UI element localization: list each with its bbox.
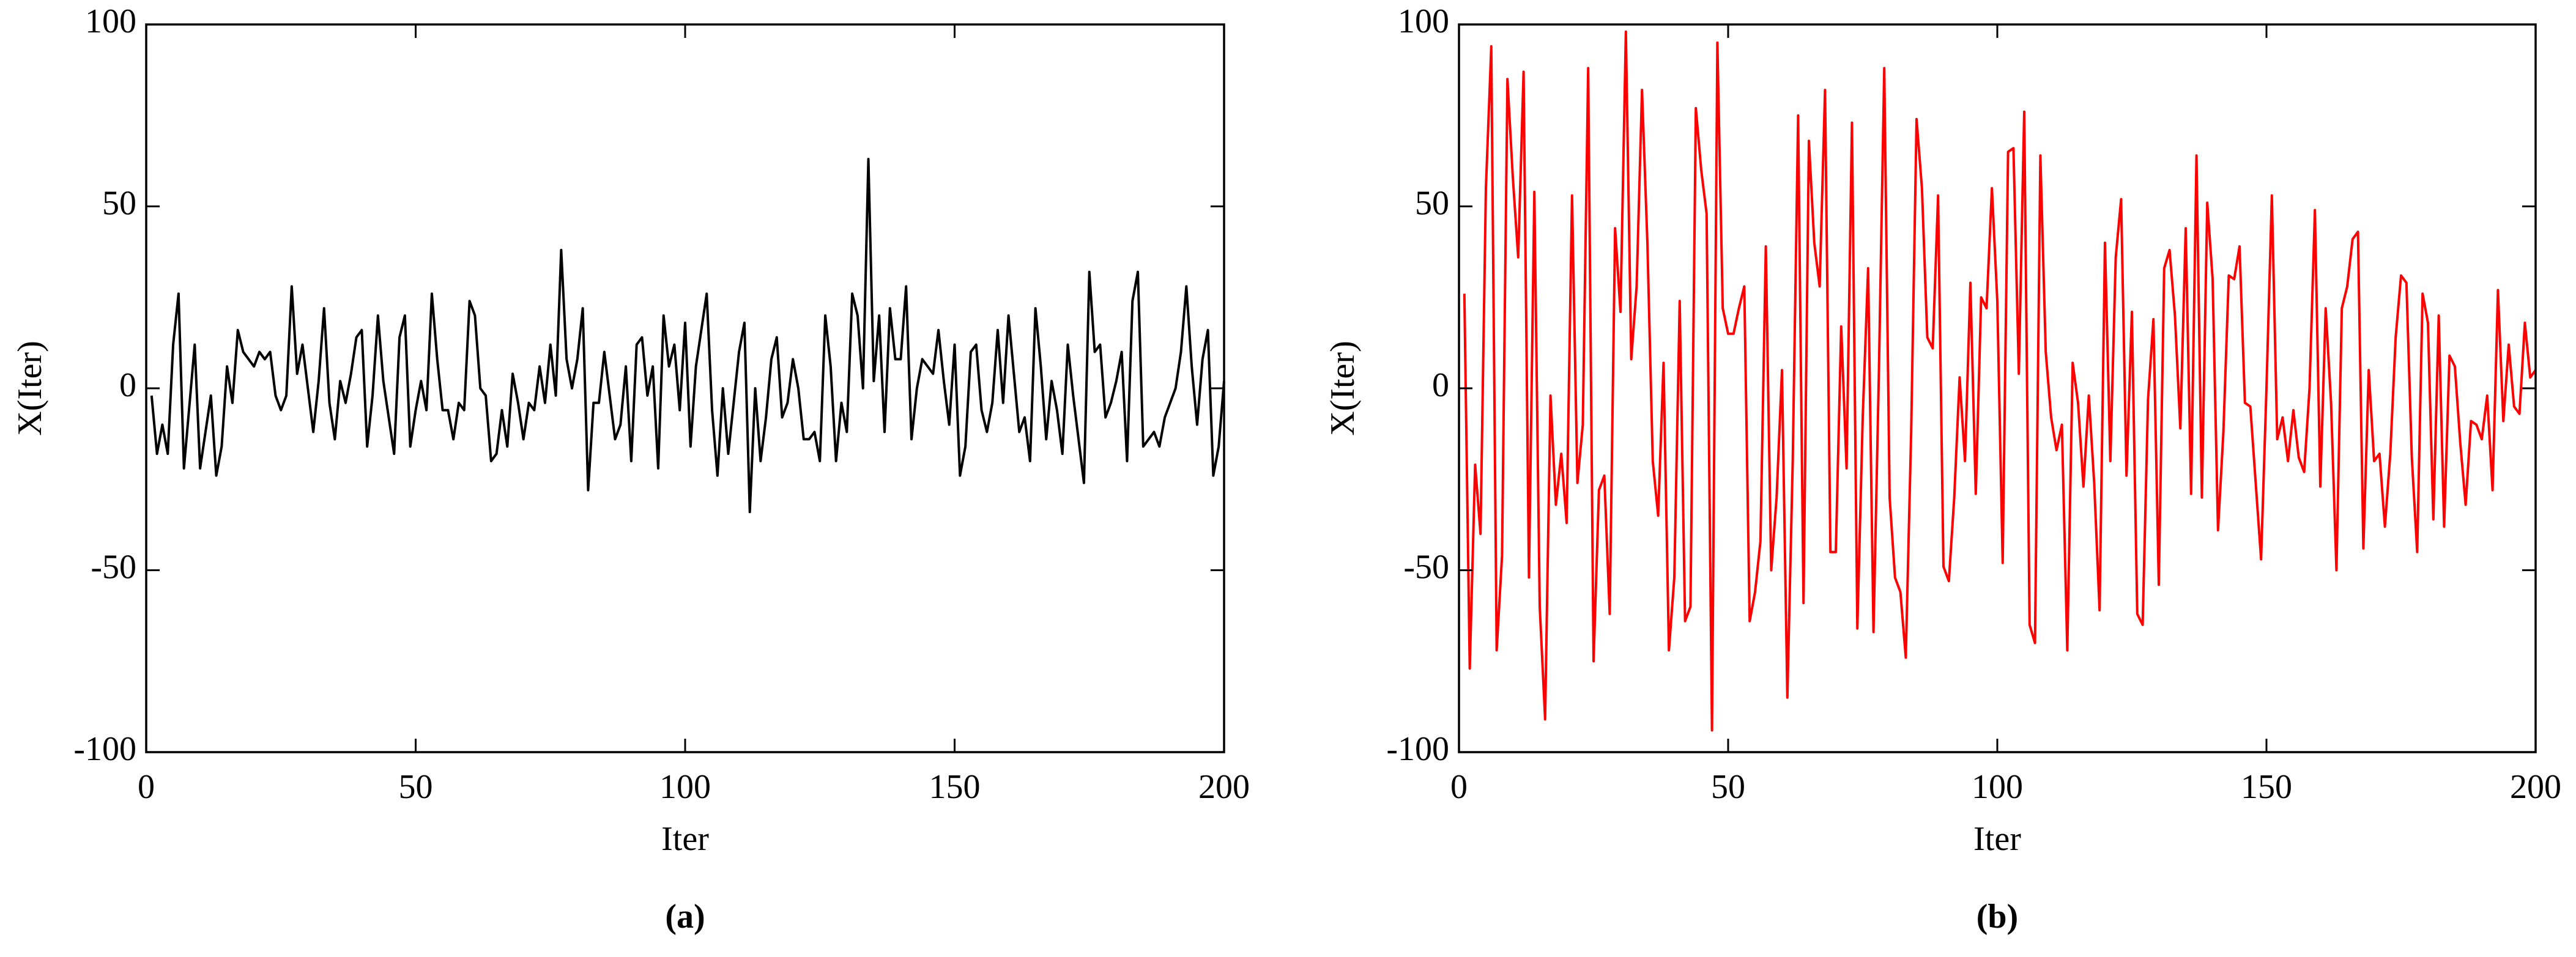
- y-axis-label: X(Iter): [11, 341, 49, 435]
- y-tick-label: -50: [91, 548, 136, 586]
- x-tick-label: 100: [1972, 768, 2023, 806]
- panel-caption: (b): [1977, 898, 2018, 936]
- x-tick-label: 0: [138, 768, 155, 806]
- y-tick-label: 100: [1398, 2, 1449, 40]
- x-tick-label: 0: [1450, 768, 1468, 806]
- y-tick-label: 50: [1415, 184, 1449, 222]
- y-tick-label: -100: [73, 730, 136, 768]
- x-axis-label: Iter: [1973, 820, 2021, 858]
- x-tick-label: 200: [2510, 768, 2561, 806]
- x-tick-label: 150: [929, 768, 981, 806]
- y-tick-label: 0: [1432, 366, 1449, 404]
- x-axis-label: Iter: [661, 820, 709, 858]
- y-tick-label: 50: [102, 184, 136, 222]
- y-tick-label: -50: [1403, 548, 1449, 586]
- x-tick-label: 50: [399, 768, 433, 806]
- y-tick-label: -100: [1386, 730, 1449, 768]
- x-tick-label: 100: [659, 768, 711, 806]
- y-tick-label: 100: [85, 2, 136, 40]
- y-axis-label: X(Iter): [1324, 341, 1362, 435]
- x-tick-label: 200: [1198, 768, 1250, 806]
- x-tick-label: 50: [1711, 768, 1745, 806]
- data-line: [150, 158, 1225, 514]
- x-tick-label: 150: [2241, 768, 2292, 806]
- data-line: [1463, 30, 2537, 732]
- plot-frame: [1458, 23, 2537, 753]
- panel-caption: (a): [665, 898, 705, 936]
- y-tick-label: 0: [119, 366, 136, 404]
